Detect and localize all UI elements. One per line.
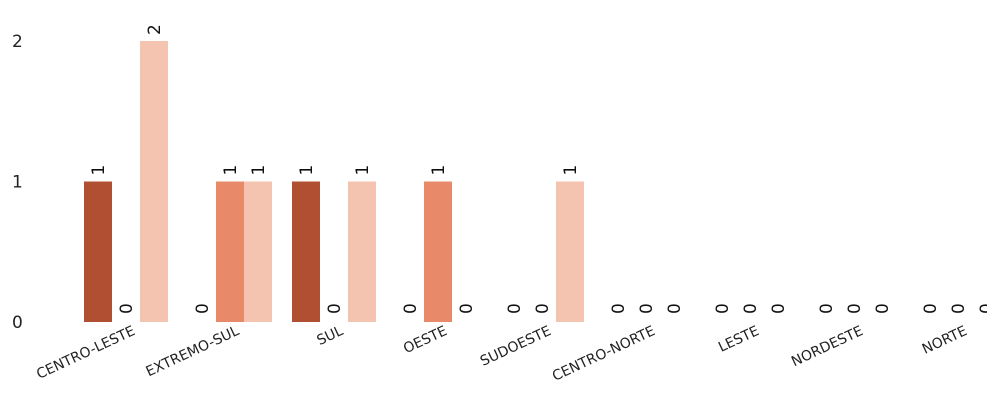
bar [216,181,244,322]
data-label: 0 [193,303,213,314]
data-label: 0 [325,303,345,314]
data-label: 1 [221,165,241,176]
data-label: 0 [505,303,525,314]
data-label: 0 [873,303,893,314]
x-tick-label: NORTE [920,323,970,358]
data-label: 1 [561,165,581,176]
x-tick-label: OESTE [401,323,450,357]
y-tick-label: 2 [12,32,23,52]
data-label: 1 [89,165,109,176]
x-tick-label: CENTRO-LESTE [34,323,138,383]
bar [140,41,168,322]
data-label: 0 [637,303,657,314]
y-tick-label: 0 [12,313,23,333]
data-label: 1 [353,165,373,176]
x-tick-label: LESTE [716,323,762,356]
data-label: 0 [457,303,477,314]
y-axis: 0 1 2 [12,32,23,333]
x-axis: CENTRO-LESTE EXTREMO-SUL SUL OESTE SUDOESTEC… [34,323,970,385]
x-tick-label: CENTRO-NORTE [550,323,658,385]
bar [556,181,584,322]
data-label: 0 [533,303,553,314]
data-label: 2 [145,24,165,35]
data-label: 0 [921,303,941,314]
data-label: 0 [845,303,865,314]
bar [348,181,376,322]
data-label: 1 [297,165,317,176]
data-label: 0 [977,303,987,314]
data-label: 0 [769,303,789,314]
bars [84,41,584,322]
bar [84,181,112,322]
data-labels: 102011101010001000000000000 [89,24,987,314]
data-label: 0 [713,303,733,314]
data-label: 1 [429,165,449,176]
data-label: 0 [609,303,629,314]
data-label: 0 [817,303,837,314]
x-tick-label: NORDESTE [789,323,866,370]
data-label: 0 [401,303,421,314]
bar [244,181,272,322]
y-tick-label: 1 [12,173,23,193]
bar [292,181,320,322]
data-label: 0 [665,303,685,314]
x-tick-label: EXTREMO-SUL [144,323,242,380]
x-tick-label: SUDOESTE [478,323,554,370]
data-label: 0 [741,303,761,314]
data-label: 1 [249,165,269,176]
data-label: 0 [949,303,969,314]
data-label: 0 [117,303,137,314]
bar [424,181,452,322]
x-tick-label: SUL [315,323,346,349]
